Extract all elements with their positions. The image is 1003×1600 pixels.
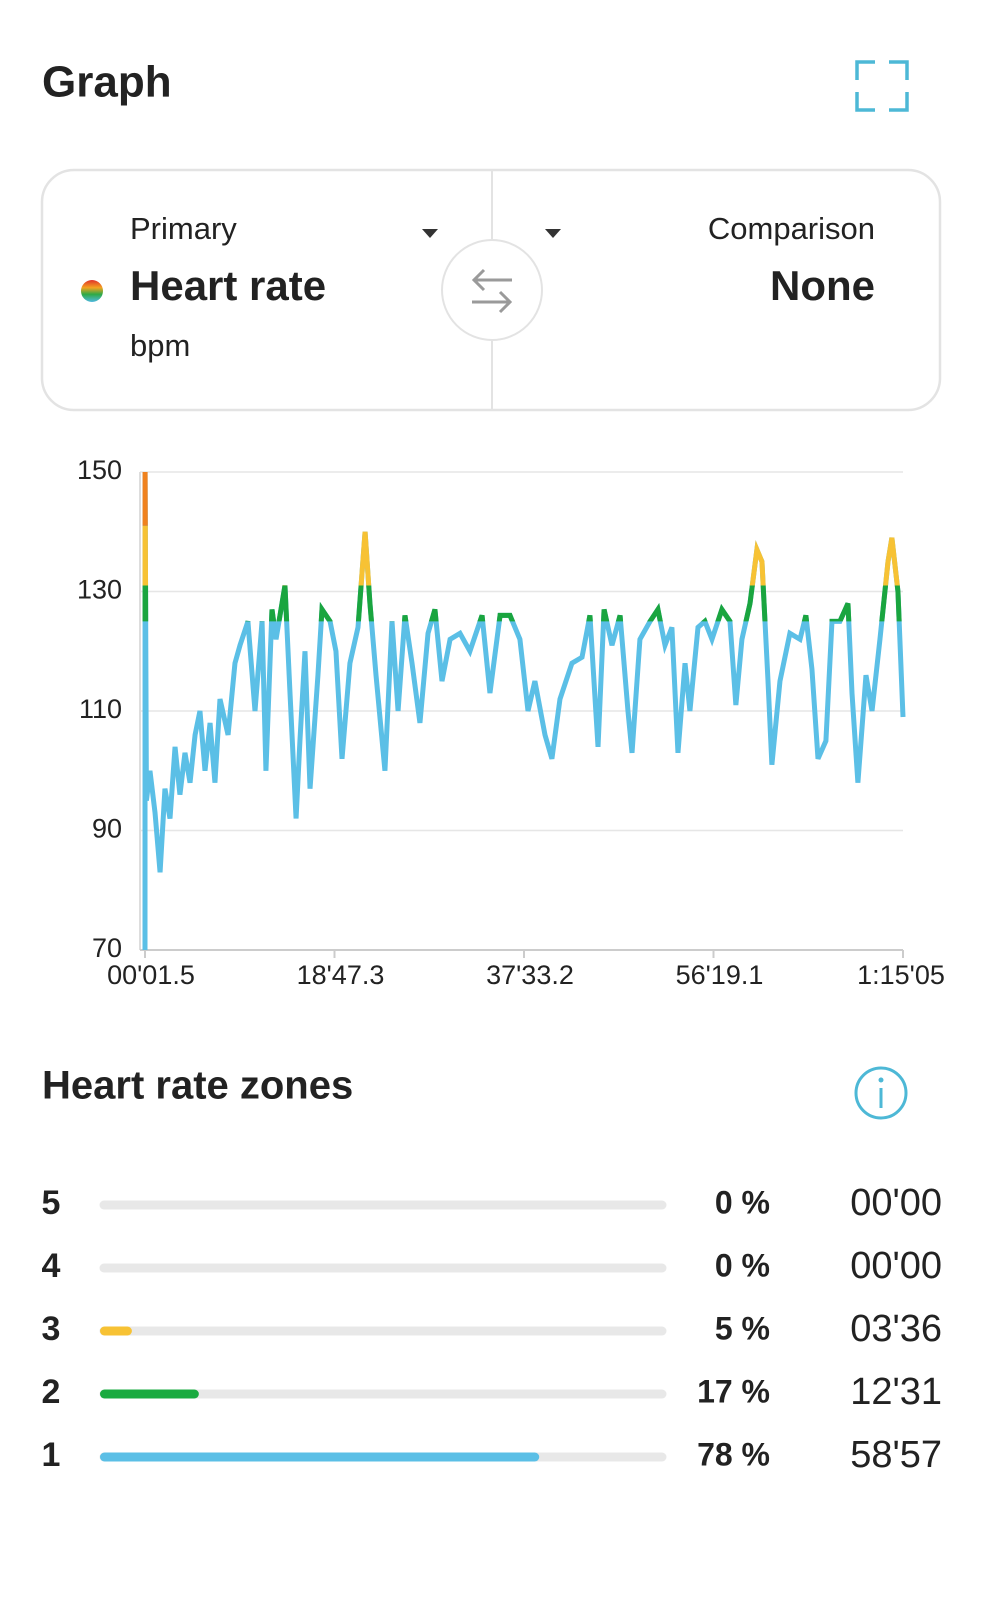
y-tick-label: 90 — [92, 814, 122, 844]
primary-metric: Heart rate — [130, 262, 326, 309]
x-tick-label: 00'01.5 — [107, 960, 195, 990]
primary-unit: bpm — [130, 328, 190, 363]
page-title: Graph — [42, 58, 172, 107]
y-tick-label: 70 — [92, 933, 122, 963]
fullscreen-button[interactable] — [855, 60, 909, 112]
zone-percent: 0 % — [715, 1184, 770, 1220]
zone-percent: 0 % — [715, 1247, 770, 1283]
zone-percent: 78 % — [697, 1436, 770, 1472]
heart-rate-line — [142, 471, 906, 951]
section-title: Heart rate zones — [42, 1064, 353, 1108]
primary-selector[interactable]: Primary Heart rate bpm — [81, 211, 438, 363]
zone-percent: 17 % — [697, 1373, 770, 1409]
x-tick-label: 1:15'05 — [857, 960, 945, 990]
x-tick-label: 37'33.2 — [486, 960, 574, 990]
zone-number: 2 — [42, 1373, 61, 1411]
zone-time: 03'36 — [850, 1308, 942, 1350]
zone-bar — [100, 1452, 540, 1462]
zone-number: 5 — [42, 1184, 61, 1222]
y-tick-label: 110 — [79, 694, 122, 724]
y-tick-label: 150 — [77, 455, 122, 485]
primary-label: Primary — [130, 211, 237, 246]
dropdown-arrow — [545, 229, 561, 238]
x-tick-label: 18'47.3 — [297, 960, 385, 990]
zone-time: 12'31 — [850, 1371, 942, 1413]
y-tick-label: 130 — [77, 575, 122, 605]
zone-bar — [100, 1389, 199, 1399]
zone-time: 00'00 — [850, 1182, 942, 1224]
comparison-selector[interactable]: Comparison None — [545, 211, 875, 309]
comparison-metric: None — [770, 262, 875, 309]
comparison-label: Comparison — [708, 211, 875, 246]
zone-number: 4 — [42, 1247, 61, 1285]
zone-percent: 5 % — [715, 1310, 770, 1346]
zone-number: 3 — [42, 1310, 61, 1348]
x-tick-label: 56'19.1 — [676, 960, 764, 990]
zone-time: 00'00 — [850, 1245, 942, 1287]
zone-time: 58'57 — [850, 1434, 942, 1476]
zone-bar — [100, 1326, 132, 1336]
info-button[interactable] — [854, 1066, 908, 1120]
metric-dot — [81, 280, 103, 302]
dropdown-arrow — [422, 229, 438, 238]
zone-number: 1 — [42, 1436, 61, 1474]
swap-button[interactable] — [441, 239, 543, 341]
